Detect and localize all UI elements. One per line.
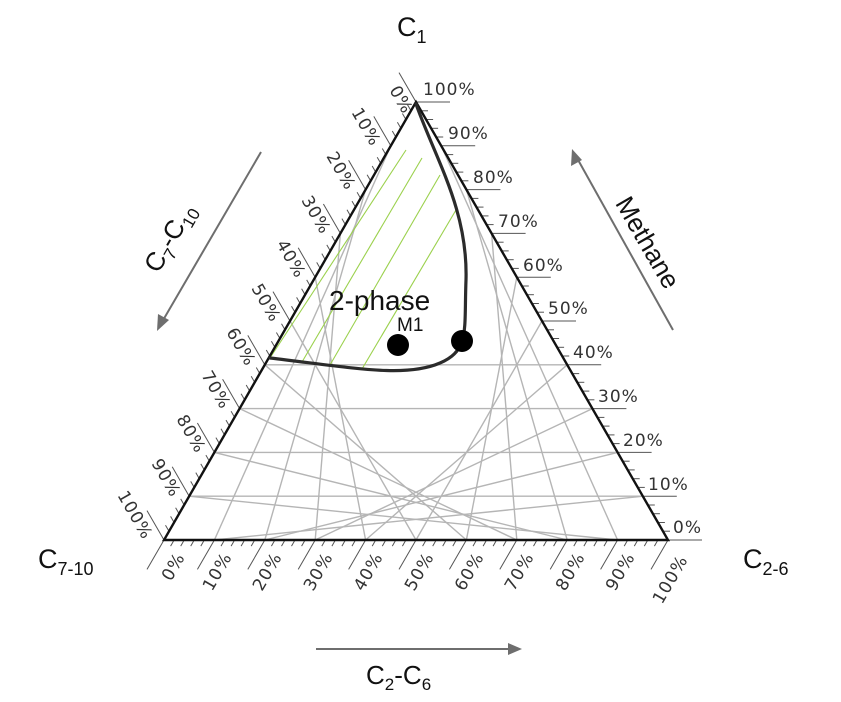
right-tick-label: 100% — [423, 80, 476, 100]
m1-label: M1 — [397, 315, 423, 336]
bottom-axis-arrow — [316, 643, 522, 655]
left-tick-label: 40% — [272, 237, 310, 282]
tick-mark — [373, 116, 392, 147]
bottom-tick-label: 40% — [350, 549, 388, 594]
tick-mark — [348, 539, 367, 570]
tick-marks — [146, 72, 702, 570]
grid-line — [440, 145, 619, 541]
bottom-tick-label: 20% — [249, 549, 287, 594]
right-tick-label: 50% — [548, 299, 589, 319]
tick-mark — [348, 159, 367, 190]
tie-line — [269, 149, 407, 359]
tick-mark — [222, 378, 241, 409]
triangle-outline — [161, 99, 671, 542]
tie-line — [301, 157, 423, 363]
tick-mark — [196, 422, 215, 453]
tick-mark — [272, 291, 291, 322]
grid-line — [465, 277, 518, 541]
tie-line — [361, 209, 457, 370]
right-tick-label: 90% — [448, 124, 489, 144]
left-tick-label: 20% — [322, 149, 360, 194]
tick-mark — [247, 335, 266, 366]
corner-label-left: C7-10 — [38, 544, 94, 579]
bottom-axis-title: C2-C6 — [366, 660, 431, 694]
corner-label-top: C1 — [397, 12, 427, 47]
grid-line — [415, 320, 543, 541]
left-tick-label: 0% — [385, 83, 417, 118]
right-tick-labels: 100% 90% 80% 70% 60% 50% 40% 30% 20% 10%… — [423, 80, 702, 538]
tick-mark — [247, 539, 266, 570]
left-axis-title: C7-C10 — [138, 198, 205, 280]
grid-line — [289, 320, 417, 541]
tick-mark — [398, 539, 417, 570]
tick-mark — [297, 247, 316, 278]
left-tick-label: 50% — [247, 281, 285, 326]
right-tick-label: 30% — [598, 387, 639, 407]
left-tick-label: 10% — [347, 105, 385, 150]
left-tick-label: 60% — [222, 325, 260, 370]
right-axis-arrow — [571, 149, 674, 331]
tie-line — [329, 174, 441, 366]
right-tick-label: 0% — [673, 518, 702, 538]
bottom-tick-labels: 0% 10% 20% 30% 40% 50% 60% 70% 80% 90% 1… — [158, 549, 693, 607]
tick-mark — [322, 203, 341, 234]
left-axis-arrow — [157, 151, 262, 331]
ternary-grid — [189, 145, 643, 541]
tick-mark — [549, 539, 568, 570]
mixture-point-m1 — [387, 334, 409, 356]
grid-line — [465, 189, 568, 541]
grid-line — [314, 277, 367, 541]
tie-lines — [269, 149, 457, 370]
bottom-tick-label: 100% — [649, 552, 693, 608]
tick-mark — [650, 539, 669, 570]
grid-line — [314, 233, 342, 541]
tick-mark — [146, 539, 165, 570]
right-tick-label: 40% — [573, 343, 614, 363]
tick-mark — [146, 510, 165, 541]
right-tick-label: 80% — [473, 168, 514, 188]
bottom-tick-label: 0% — [158, 549, 190, 584]
bottom-tick-label: 90% — [602, 549, 640, 594]
tick-mark — [297, 539, 316, 570]
bottom-tick-label: 70% — [501, 549, 539, 594]
grid-line — [490, 233, 518, 541]
two-phase-label: 2-phase — [329, 285, 430, 316]
right-tick-label: 10% — [648, 475, 689, 495]
tick-mark — [196, 539, 215, 570]
equilibrium-point — [451, 330, 473, 352]
corner-label-right: C2-6 — [743, 544, 789, 579]
right-axis-title: Methane — [610, 191, 687, 294]
tick-mark — [448, 539, 467, 570]
grid-line — [213, 145, 392, 541]
tick-mark — [171, 466, 190, 497]
tick-mark — [600, 539, 619, 570]
right-tick-label: 60% — [523, 256, 564, 276]
tick-mark — [499, 539, 518, 570]
tick-mark — [398, 72, 417, 103]
left-tick-label: 30% — [297, 193, 335, 238]
right-tick-label: 20% — [623, 431, 664, 451]
right-tick-label: 70% — [498, 212, 539, 232]
